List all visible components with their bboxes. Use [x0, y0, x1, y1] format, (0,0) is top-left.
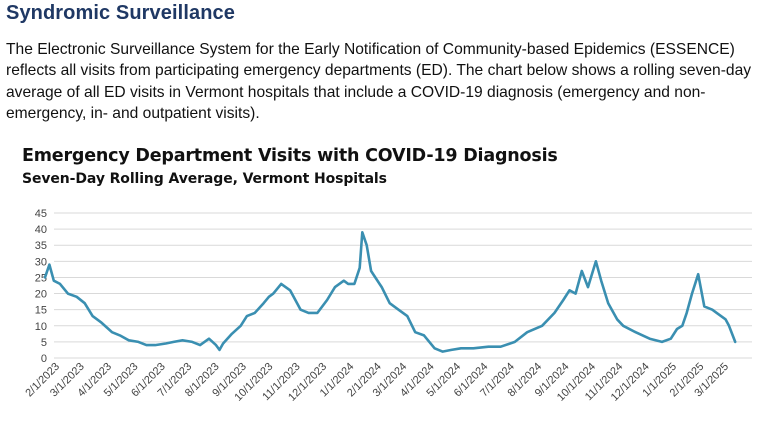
series-layer — [43, 230, 737, 353]
y-tick-label: 0 — [41, 353, 47, 365]
y-tick-label: 30 — [35, 256, 47, 268]
line-chart: 0 5 10 15 20 25 30 35 40 45 2/1/20233/1/20234/1/2… — [23, 208, 752, 404]
intro-paragraph: The Electronic Surveillance System for t… — [6, 41, 752, 122]
y-tick-label: 10 — [35, 321, 47, 333]
y-axis-ticks: 0 5 10 15 20 25 30 35 40 45 — [35, 208, 47, 365]
chart-subtitle: Seven-Day Rolling Average, Vermont Hospi… — [22, 171, 387, 187]
y-tick-label: 15 — [35, 305, 47, 317]
y-tick-label: 40 — [35, 224, 47, 236]
section-heading: Syndromic Surveillance — [6, 2, 235, 24]
series-line-1 — [43, 230, 737, 353]
y-tick-label: 25 — [35, 272, 47, 284]
x-axis-ticks: 2/1/20233/1/20234/1/20235/1/20236/1/2023… — [23, 361, 731, 404]
y-tick-label: 35 — [35, 240, 47, 252]
y-tick-label: 20 — [35, 289, 47, 301]
chart-title: Emergency Department Visits with COVID-1… — [22, 146, 558, 166]
y-tick-label: 5 — [41, 337, 47, 349]
y-tick-label: 45 — [35, 208, 47, 220]
